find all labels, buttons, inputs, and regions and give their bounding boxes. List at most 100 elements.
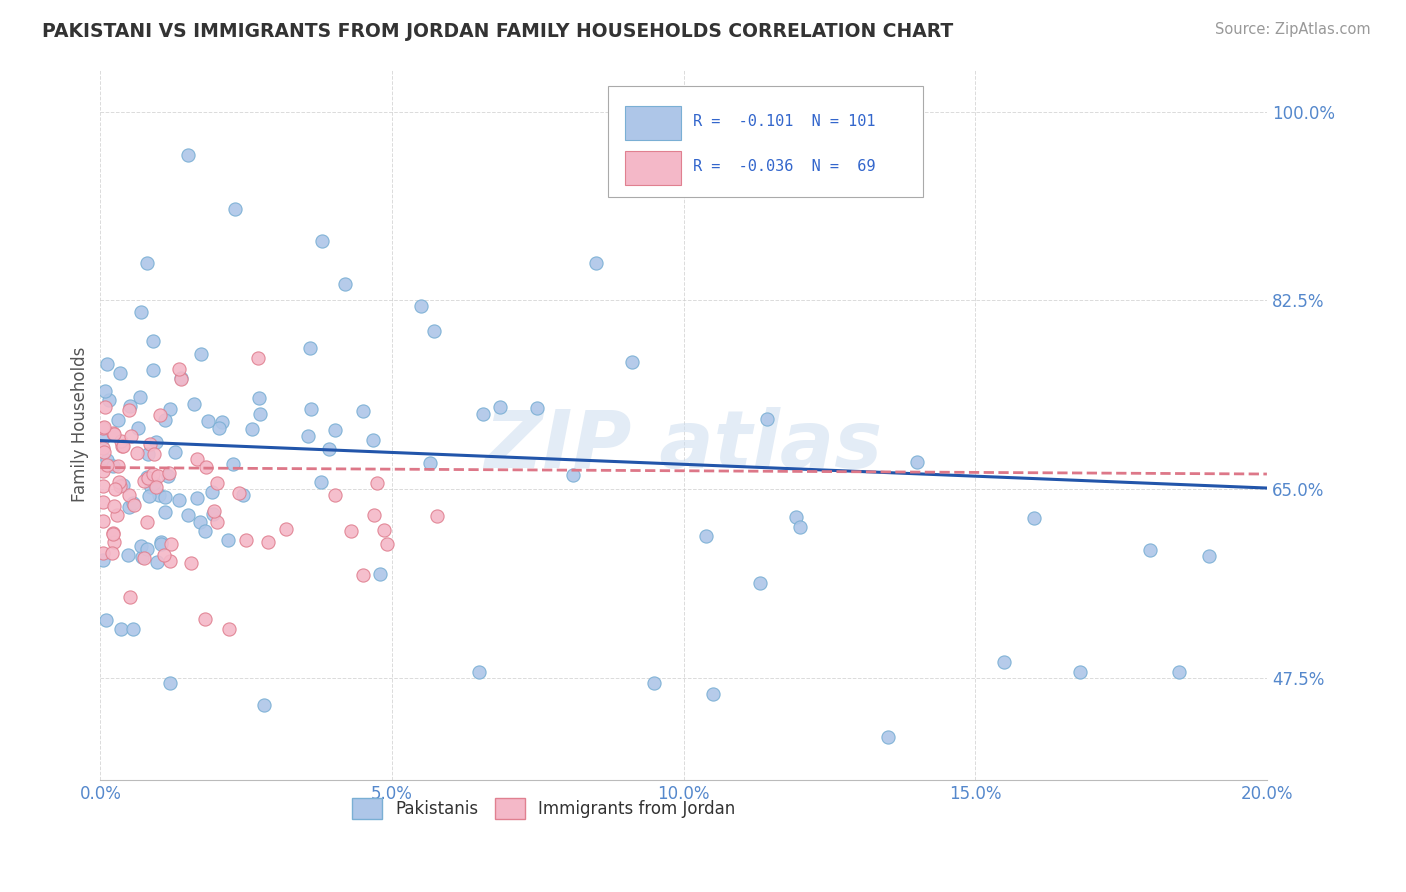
Point <box>207 515 229 529</box>
Point <box>471 407 494 421</box>
Point <box>110 366 132 380</box>
Point <box>373 523 395 537</box>
Point <box>159 553 181 567</box>
Point <box>111 439 134 453</box>
Point <box>148 488 170 502</box>
Point <box>194 611 217 625</box>
Point <box>143 476 166 491</box>
Point <box>136 255 159 269</box>
Point <box>585 255 607 269</box>
Point <box>205 475 228 490</box>
Point <box>702 687 724 701</box>
Point <box>96 453 118 467</box>
Point <box>91 431 114 445</box>
Point <box>110 479 132 493</box>
Point <box>756 412 779 426</box>
Point <box>93 479 115 493</box>
Point <box>110 623 132 637</box>
Point <box>94 400 117 414</box>
Y-axis label: Family Households: Family Households <box>72 347 89 502</box>
Point <box>118 402 141 417</box>
Point <box>876 730 898 744</box>
Point <box>150 535 173 549</box>
Point <box>526 401 548 415</box>
Point <box>299 402 322 417</box>
FancyBboxPatch shape <box>626 151 682 186</box>
Point <box>153 490 176 504</box>
Point <box>134 474 156 488</box>
Point <box>163 445 186 459</box>
Point <box>101 458 124 473</box>
Point <box>93 420 115 434</box>
Point <box>122 498 145 512</box>
Point <box>139 436 162 450</box>
Point <box>143 447 166 461</box>
Point <box>419 456 441 470</box>
Point <box>297 429 319 443</box>
Point <box>468 665 491 680</box>
Point <box>200 484 222 499</box>
Point <box>104 482 127 496</box>
Point <box>905 455 928 469</box>
Point <box>103 526 125 541</box>
Point <box>247 392 270 406</box>
Point <box>107 458 129 473</box>
Point <box>1139 542 1161 557</box>
Point <box>335 277 357 292</box>
Text: Source: ZipAtlas.com: Source: ZipAtlas.com <box>1215 22 1371 37</box>
Point <box>194 524 217 538</box>
Point <box>217 533 239 548</box>
Point <box>157 466 180 480</box>
Point <box>142 334 165 348</box>
Point <box>218 623 240 637</box>
Point <box>127 421 149 435</box>
Point <box>621 355 644 369</box>
Point <box>1022 510 1045 524</box>
Point <box>340 524 363 538</box>
Point <box>352 404 374 418</box>
Text: R =  -0.036  N =  69: R = -0.036 N = 69 <box>693 160 876 174</box>
Point <box>129 390 152 404</box>
Point <box>188 515 211 529</box>
Point <box>117 548 139 562</box>
Point <box>129 539 152 553</box>
Point <box>118 590 141 604</box>
Point <box>129 305 152 319</box>
Point <box>375 537 398 551</box>
Point <box>201 508 224 522</box>
Point <box>299 342 322 356</box>
Point <box>183 397 205 411</box>
Point <box>122 623 145 637</box>
Point <box>159 537 181 551</box>
Point <box>159 676 181 690</box>
Point <box>139 480 162 494</box>
Point <box>142 467 165 481</box>
Point <box>127 445 149 459</box>
Point <box>97 392 120 407</box>
Point <box>135 515 157 529</box>
Point <box>96 357 118 371</box>
Point <box>207 421 229 435</box>
Point <box>186 452 208 467</box>
Point <box>103 534 125 549</box>
Point <box>363 508 385 523</box>
Point <box>240 421 263 435</box>
Point <box>101 546 124 560</box>
Point <box>195 459 218 474</box>
Point <box>222 457 245 471</box>
Point <box>1069 665 1091 680</box>
Point <box>249 407 271 421</box>
Point <box>190 347 212 361</box>
Point <box>368 566 391 581</box>
Point <box>96 614 118 628</box>
Point <box>149 408 172 422</box>
Point <box>103 426 125 441</box>
Point <box>562 467 585 482</box>
Text: R =  -0.101  N = 101: R = -0.101 N = 101 <box>693 114 876 129</box>
Point <box>352 568 374 582</box>
Point <box>103 527 125 541</box>
Point <box>138 447 160 461</box>
Point <box>138 489 160 503</box>
Point <box>136 469 159 483</box>
Point <box>426 509 449 524</box>
